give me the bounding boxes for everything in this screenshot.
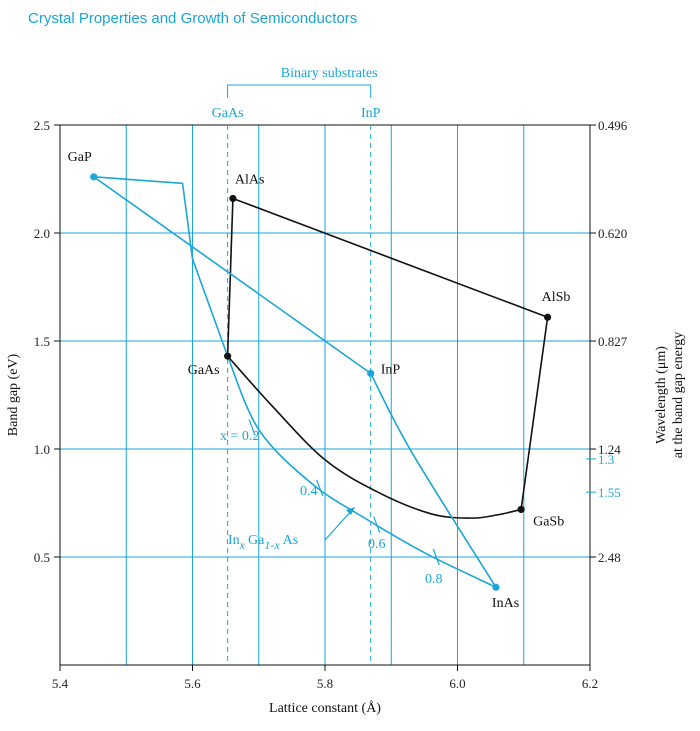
x-tick-label: 5.8 [317,676,333,691]
x-tick-label: 5.4 [52,676,69,691]
series-line-inp-inas [370,373,497,588]
substrate-label-gaas: GaAs [212,106,244,121]
composition-label: 0.8 [425,572,443,587]
point-gap [90,173,98,181]
composition-label: 0.4 [300,484,318,499]
composition-tick [432,548,440,566]
alloy-label-part: x [239,538,248,552]
right-tick-label-cyan: 1.3 [598,452,614,467]
x-tick-label: 6.0 [449,676,465,691]
point-inas [492,583,500,591]
x-tick-label: 6.2 [582,676,598,691]
point-alas [229,194,237,203]
right-tick-label: 0.496 [598,118,628,133]
label-alas: AlAs [235,172,265,187]
right-tick-label: 0.827 [598,334,628,349]
series-line-gap-inp [93,176,372,375]
alloy-label-part: 1-x [264,538,282,552]
label-gap: GaP [68,150,92,165]
point-inp [367,369,375,377]
ticks: 5.4 5.6 5.8 6.0 6.2 0.5 1.0 1.5 2.0 2.5 0.496 0.620… [34,118,628,691]
series-lines [93,176,549,588]
alloy-label-part: As [283,533,299,548]
y-tick-label: 0.5 [34,550,50,565]
x-axis-label: Lattice constant (Å) [269,700,381,716]
y-tick-label: 2.0 [34,226,50,241]
label-inp: InP [381,362,401,377]
right-tick-label: 0.620 [598,226,627,241]
label-inas: InAs [492,596,519,611]
composition-tick [316,479,324,497]
substrate-title: Binary substrates [281,66,378,81]
y-tick-label: 1.0 [34,442,50,457]
series-line-alsb-gasb [520,317,549,510]
right-tick-label: 1.24 [598,442,621,457]
annotations: x = 0.2 0.4 0.6 0.8 Inx Ga1-x As [220,419,443,587]
right-tick-label-cyan: 1.55 [598,485,621,500]
alloy-arrowhead [346,507,355,515]
point-gaas [224,352,232,360]
composition-tick [373,516,381,533]
alloy-label-part: Ga [248,533,265,548]
page-header: Crystal Properties and Growth of Semicon… [28,10,358,27]
x-tick-label: 5.6 [184,676,201,691]
grid [60,125,590,665]
alloy-label: Inx Ga1-x As [228,533,298,552]
y-axis-label: Band gap (eV) [6,353,21,436]
series-line-gaas-gasb [227,355,522,519]
alloy-arrow [324,508,354,541]
composition-label: x = 0.2 [220,429,259,444]
composition-label: 0.6 [368,537,386,552]
series-line-gaas-inas-inxga1-xas- [226,355,497,588]
right-axis-label-2: at the band gap energy [671,332,686,458]
right-axis-label-1: Wavelength (μm) [654,346,669,444]
right-tick-label: 2.48 [598,550,621,565]
label-gasb: GaSb [533,514,564,529]
material-points [90,173,552,591]
y-tick-label: 1.5 [34,334,50,349]
series-line-gap-gaas [93,176,229,357]
alloy-label-part: In [228,533,240,548]
y-tick-label: 2.5 [34,118,50,133]
label-gaas: GaAs [188,363,220,378]
point-gasb [517,505,525,514]
composition-tick [248,419,256,436]
series-line-alas-alsb [232,197,548,318]
substrate-bracket [227,84,372,98]
label-alsb: AlSb [542,290,571,305]
series-line-alas-gaas [226,198,234,357]
substrate-label-inp: InP [361,106,381,121]
point-alsb [544,313,552,321]
